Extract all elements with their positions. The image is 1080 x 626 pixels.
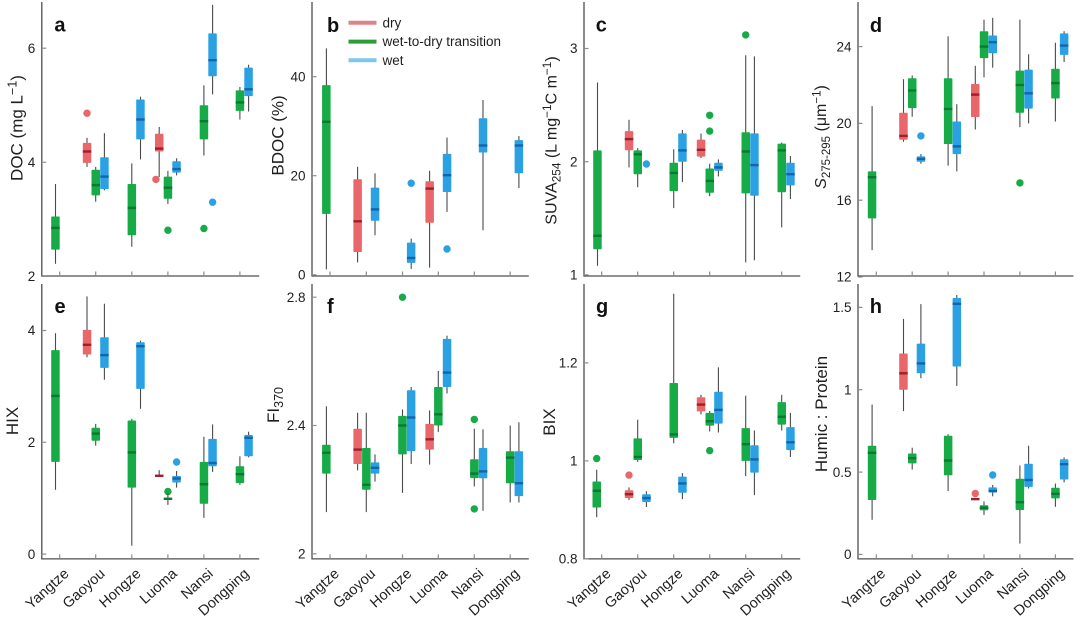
svg-text:20: 20: [290, 168, 305, 183]
svg-text:h: h: [870, 296, 882, 318]
svg-text:1: 1: [570, 268, 578, 283]
svg-text:4: 4: [28, 155, 36, 170]
svg-text:20: 20: [836, 116, 851, 131]
svg-text:4: 4: [28, 323, 36, 338]
svg-text:a: a: [54, 15, 66, 37]
svg-text:0.5: 0.5: [833, 465, 852, 480]
svg-text:b: b: [327, 15, 339, 37]
svg-text:d: d: [870, 15, 882, 37]
svg-text:40: 40: [290, 69, 305, 84]
svg-text:12: 12: [836, 270, 851, 285]
svg-text:1.5: 1.5: [833, 300, 852, 315]
svg-text:16: 16: [836, 193, 851, 208]
svg-text:SUVA254 (L mg−1C m−1): SUVA254 (L mg−1C m−1): [540, 56, 564, 224]
svg-text:2: 2: [28, 435, 36, 450]
svg-text:1: 1: [570, 454, 578, 469]
svg-text:2.8: 2.8: [287, 290, 306, 305]
svg-text:2: 2: [570, 154, 578, 169]
svg-text:c: c: [596, 15, 607, 37]
svg-text:0: 0: [28, 547, 36, 562]
svg-text:g: g: [596, 296, 608, 318]
svg-text:24: 24: [836, 39, 852, 54]
svg-text:DOC (mg L−1): DOC (mg L−1): [6, 75, 27, 181]
svg-text:6: 6: [28, 41, 36, 56]
svg-text:BIX: BIX: [540, 408, 559, 435]
svg-text:wet-to-dry transition: wet-to-dry transition: [382, 34, 502, 49]
svg-text:Humic : Protein: Humic : Protein: [812, 356, 831, 472]
svg-text:e: e: [55, 296, 66, 318]
svg-text:BDOC (%): BDOC (%): [269, 95, 288, 175]
svg-text:2: 2: [298, 547, 306, 562]
svg-text:2.4: 2.4: [287, 418, 306, 433]
svg-text:wet: wet: [382, 53, 404, 68]
svg-text:2: 2: [28, 269, 36, 284]
svg-text:0: 0: [844, 547, 852, 562]
svg-text:1.2: 1.2: [559, 356, 578, 371]
svg-text:3: 3: [570, 41, 578, 56]
svg-text:HIX: HIX: [3, 407, 22, 435]
svg-text:dry: dry: [383, 15, 402, 30]
svg-text:1: 1: [844, 382, 852, 397]
svg-text:f: f: [327, 296, 334, 318]
svg-text:0: 0: [298, 268, 306, 283]
svg-text:S275-295 (μm−1): S275-295 (μm−1): [812, 85, 834, 189]
svg-text:0.8: 0.8: [559, 552, 578, 567]
